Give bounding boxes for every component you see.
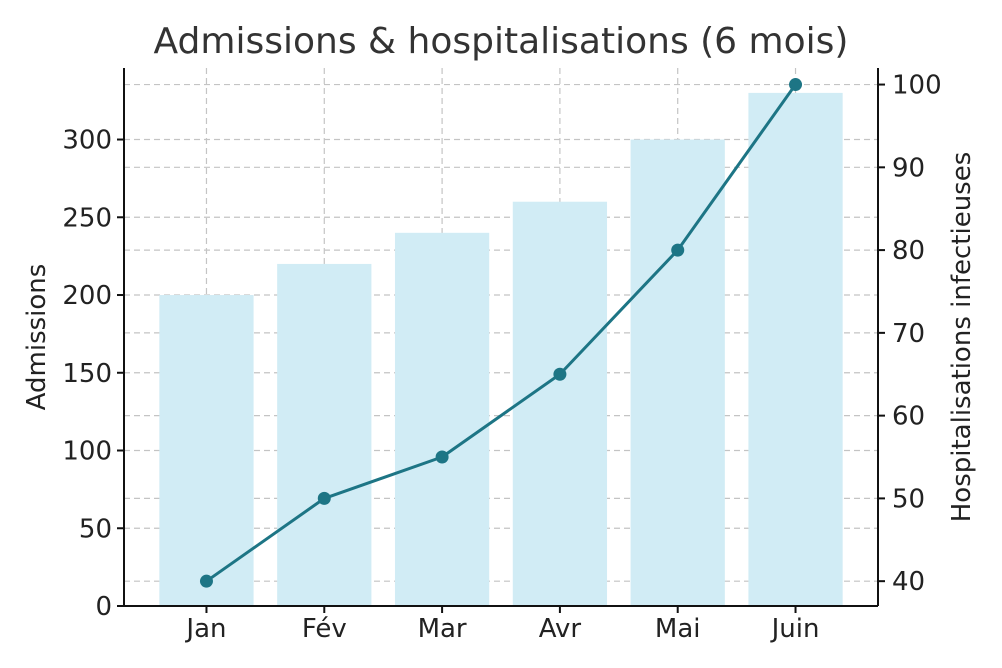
line-path bbox=[205, 83, 797, 583]
line-point-Mar bbox=[435, 450, 449, 464]
y-tick-label-right-80: 80 bbox=[892, 236, 925, 266]
line-point-Fév bbox=[317, 491, 331, 505]
y-tick-label-left-50: 50 bbox=[79, 514, 112, 544]
bar-Avr bbox=[512, 201, 608, 607]
bar-Mar bbox=[394, 232, 490, 607]
bar-Fév bbox=[277, 263, 372, 606]
y-tick-label-right-50: 50 bbox=[892, 484, 925, 514]
line-point-Jan bbox=[199, 574, 213, 588]
y-tick-label-left-0: 0 bbox=[95, 592, 112, 622]
y-axis-label-left: Admissions bbox=[22, 264, 52, 411]
y-tick-label-left-200: 200 bbox=[62, 281, 112, 311]
y-tick-label-left-250: 250 bbox=[62, 203, 112, 233]
y-tick-label-left-300: 300 bbox=[62, 126, 112, 156]
line-point-Avr bbox=[553, 367, 567, 381]
x-tick-label-3: Avr bbox=[539, 614, 582, 644]
y-tick-label-left-150: 150 bbox=[62, 359, 112, 389]
x-tick-label-5: Juin bbox=[770, 614, 820, 644]
x-tick-label-1: Fév bbox=[302, 614, 347, 644]
y-tick-label-right-90: 90 bbox=[892, 153, 925, 183]
y-tick-label-left-100: 100 bbox=[62, 437, 112, 467]
y-tick-label-right-40: 40 bbox=[892, 567, 925, 597]
y-tick-label-right-60: 60 bbox=[892, 402, 925, 432]
y-tick-label-right-70: 70 bbox=[892, 319, 925, 349]
bar-Jan bbox=[159, 295, 254, 606]
bar-series-admissions bbox=[159, 92, 843, 607]
x-tick-label-0: Jan bbox=[184, 614, 226, 644]
bar-Mai bbox=[630, 139, 725, 607]
line-point-Juin bbox=[789, 78, 803, 92]
line-point-Mai bbox=[671, 243, 685, 257]
x-tick-label-4: Mai bbox=[655, 614, 701, 644]
chart-title: Admissions & hospitalisations (6 mois) bbox=[154, 21, 849, 62]
y-tick-label-right-100: 100 bbox=[892, 71, 942, 101]
y-axis-label-right: Hospitalisations infectieuses bbox=[947, 152, 977, 523]
axes: 0 50 100 150 200 250 300 40 50 60 70 80 90 100 Jan Fév M… bbox=[62, 68, 942, 644]
line-series-hospitalisations bbox=[199, 78, 803, 588]
x-tick-label-2: Mar bbox=[418, 614, 467, 644]
bar-Juin bbox=[748, 92, 843, 607]
